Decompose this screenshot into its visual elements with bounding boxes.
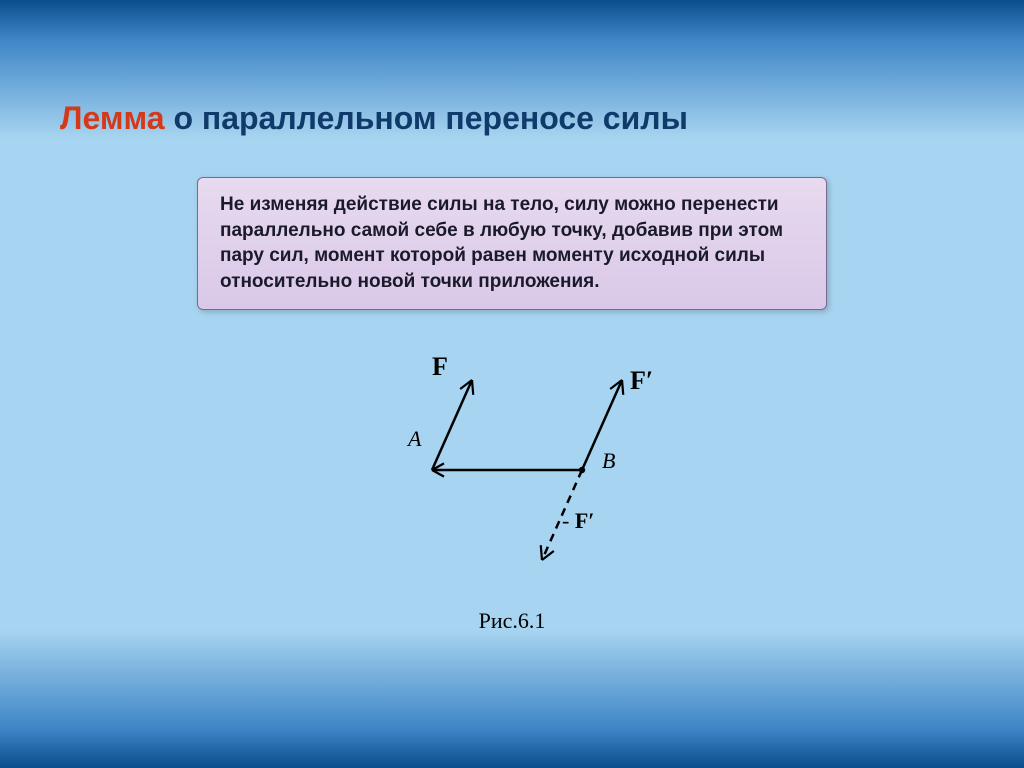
force-diagram: F F′ - F′ A B [312, 340, 712, 600]
title-rest: о параллельном переносе силы [165, 100, 688, 136]
label-F: F [432, 352, 448, 382]
slide: Лемма о параллельном переносе силы Не из… [0, 0, 1024, 768]
label-F-prime: F′ [630, 366, 653, 396]
label-B: B [602, 448, 615, 474]
figure-caption: Рис.6.1 [60, 608, 964, 634]
theorem-text: Не изменяя действие силы на тело, силу м… [220, 194, 783, 292]
label-A: A [408, 426, 421, 452]
title-lemma: Лемма [60, 100, 165, 136]
slide-title: Лемма о параллельном переносе силы [60, 100, 964, 137]
label-neg-F-prime: - F′ [562, 508, 594, 534]
theorem-box: Не изменяя действие силы на тело, силу м… [197, 177, 827, 310]
